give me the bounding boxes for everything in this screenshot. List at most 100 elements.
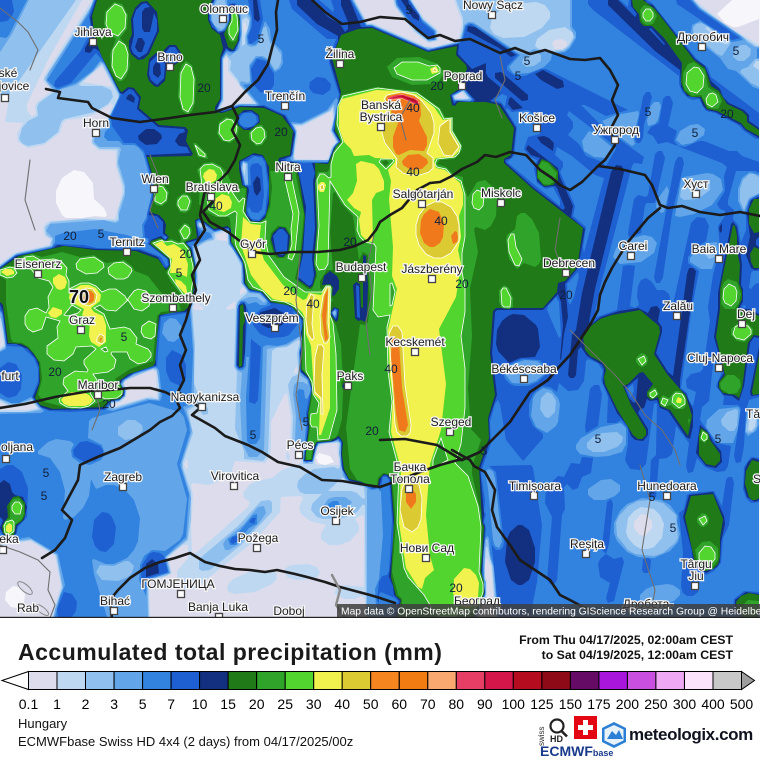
svg-text:500: 500	[730, 696, 754, 712]
svg-text:20: 20	[343, 235, 357, 249]
svg-text:40: 40	[334, 696, 350, 712]
svg-text:Хуст: Хуст	[683, 177, 709, 191]
svg-text:5: 5	[670, 521, 677, 535]
svg-text:Požega: Požega	[238, 531, 279, 545]
svg-text:Nitra: Nitra	[275, 160, 301, 174]
svg-text:Dej: Dej	[737, 307, 755, 321]
svg-text:10: 10	[192, 696, 208, 712]
svg-text:Trenčín: Trenčín	[265, 89, 305, 103]
svg-text:20: 20	[179, 247, 193, 261]
svg-text:20: 20	[720, 107, 734, 121]
svg-text:Kecskemét: Kecskemét	[385, 335, 445, 349]
svg-text:Žilina: Žilina	[326, 46, 355, 61]
svg-text:20: 20	[449, 581, 463, 595]
svg-text:Nowy Sącz: Nowy Sącz	[463, 0, 523, 12]
svg-text:5: 5	[98, 227, 105, 241]
svg-text:Timișoara: Timișoara	[509, 479, 562, 493]
svg-text:Bystrica: Bystrica	[360, 110, 403, 124]
svg-text:Paks: Paks	[337, 369, 364, 383]
svg-text:5: 5	[41, 489, 48, 503]
svg-text:Нови Сад: Нови Сад	[400, 541, 454, 555]
svg-text:Accumulated total precipitatio: Accumulated total precipitation (mm)	[18, 639, 442, 665]
svg-text:Debrecen: Debrecen	[543, 256, 595, 270]
svg-text:Virovitica: Virovitica	[211, 469, 260, 483]
svg-text:Osijek: Osijek	[320, 504, 354, 518]
svg-text:5: 5	[43, 466, 50, 480]
svg-text:HD: HD	[550, 734, 563, 744]
svg-text:40: 40	[209, 199, 223, 213]
svg-text:20: 20	[63, 229, 77, 243]
svg-text:20: 20	[48, 365, 62, 379]
svg-text:Košice: Košice	[519, 111, 555, 125]
svg-text:Olomouc: Olomouc	[200, 2, 248, 16]
svg-text:to Sat 04/19/2025, 12:00am CES: to Sat 04/19/2025, 12:00am CEST	[542, 648, 734, 662]
svg-text:80: 80	[449, 696, 465, 712]
svg-text:5: 5	[645, 105, 652, 119]
svg-text:175: 175	[587, 696, 611, 712]
svg-text:7: 7	[167, 696, 175, 712]
svg-text:Banská: Banská	[361, 98, 401, 112]
svg-text:ské: ské	[0, 66, 18, 80]
svg-text:150: 150	[559, 696, 583, 712]
svg-text:Wien: Wien	[141, 172, 168, 186]
svg-text:eka: eka	[0, 532, 19, 546]
svg-text:70: 70	[69, 287, 89, 307]
svg-text:20: 20	[102, 397, 116, 411]
svg-text:swiss: swiss	[537, 726, 546, 746]
svg-text:90: 90	[477, 696, 493, 712]
svg-text:Eisenerz: Eisenerz	[15, 257, 62, 271]
svg-text:Map data © OpenStreetMap contr: Map data © OpenStreetMap contributors, r…	[341, 607, 760, 618]
svg-text:20: 20	[559, 288, 573, 302]
svg-text:Zagreb: Zagreb	[104, 470, 142, 484]
svg-text:40: 40	[406, 101, 420, 115]
svg-text:5: 5	[176, 266, 183, 280]
svg-text:oljana: oljana	[1, 440, 33, 454]
svg-text:S: S	[753, 472, 760, 486]
svg-text:Jászberény: Jászberény	[401, 262, 462, 276]
svg-text:400: 400	[701, 696, 725, 712]
svg-text:Jihlava: Jihlava	[74, 25, 112, 39]
svg-text:Jiu: Jiu	[688, 569, 703, 583]
svg-text:Graz: Graz	[69, 313, 95, 327]
svg-text:Miskolc: Miskolc	[481, 186, 521, 200]
svg-text:5: 5	[139, 696, 147, 712]
svg-text:Бачка: Бачка	[394, 460, 427, 474]
svg-text:Banja Luka: Banja Luka	[188, 600, 248, 614]
svg-text:20: 20	[283, 284, 297, 298]
svg-text:Nagykanizsa: Nagykanizsa	[171, 390, 240, 404]
svg-text:20: 20	[197, 81, 211, 95]
svg-text:25: 25	[277, 696, 293, 712]
svg-text:furt: furt	[1, 369, 19, 383]
svg-text:Bratislava: Bratislava	[186, 180, 239, 194]
svg-text:20: 20	[274, 125, 288, 139]
svg-text:40: 40	[306, 297, 320, 311]
svg-text:15: 15	[220, 696, 236, 712]
svg-text:Budapest: Budapest	[336, 260, 387, 274]
svg-text:Cluj-Napoca: Cluj-Napoca	[687, 351, 753, 365]
svg-text:From Thu 04/17/2025, 02:00am C: From Thu 04/17/2025, 02:00am CEST	[519, 633, 733, 647]
svg-text:40: 40	[406, 165, 420, 179]
svg-text:30: 30	[306, 696, 322, 712]
svg-text:100: 100	[502, 696, 526, 712]
svg-text:20: 20	[430, 79, 444, 93]
svg-text:Maribor: Maribor	[78, 378, 119, 392]
svg-text:5: 5	[481, 444, 488, 458]
svg-text:5: 5	[715, 432, 722, 446]
svg-text:Reșița: Reșița	[570, 537, 604, 551]
svg-text:Doboj: Doboj	[273, 604, 304, 618]
svg-text:Топола: Топола	[390, 472, 430, 486]
svg-text:5: 5	[250, 428, 257, 442]
svg-text:jovice: jovice	[0, 79, 30, 93]
svg-text:5: 5	[649, 490, 656, 504]
svg-text:ECMWFbase: ECMWFbase	[540, 743, 613, 759]
svg-text:20: 20	[455, 277, 469, 291]
svg-text:5: 5	[406, 3, 413, 17]
svg-text:Hunedoara: Hunedoara	[637, 479, 697, 493]
svg-text:Salgótarján: Salgótarján	[393, 187, 454, 201]
svg-text:Veszprém: Veszprém	[245, 311, 298, 325]
svg-text:40: 40	[434, 214, 448, 228]
svg-text:20: 20	[365, 424, 379, 438]
svg-text:0.1: 0.1	[19, 696, 39, 712]
svg-text:Békéscsaba: Békéscsaba	[491, 362, 557, 376]
svg-text:Poprad: Poprad	[444, 69, 483, 83]
